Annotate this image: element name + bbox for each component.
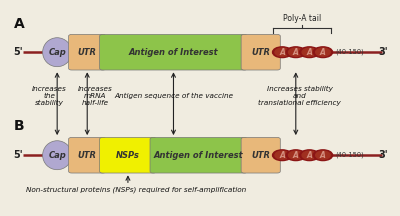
- Text: NSPs: NSPs: [116, 151, 140, 160]
- Text: A: A: [279, 48, 285, 57]
- Text: Increases stability
and
translational efficiency: Increases stability and translational ef…: [258, 86, 341, 106]
- Text: A: A: [320, 48, 326, 57]
- Ellipse shape: [43, 38, 72, 67]
- Text: A: A: [14, 17, 24, 31]
- Text: 3': 3': [378, 47, 388, 57]
- Text: A: A: [279, 151, 285, 160]
- Text: (40-150): (40-150): [335, 49, 364, 56]
- FancyBboxPatch shape: [69, 34, 106, 70]
- Text: UTR: UTR: [78, 48, 97, 57]
- Text: UTR: UTR: [251, 151, 270, 160]
- Circle shape: [313, 150, 333, 160]
- Circle shape: [272, 47, 292, 58]
- Ellipse shape: [43, 141, 72, 170]
- Circle shape: [272, 150, 292, 160]
- Circle shape: [300, 47, 319, 58]
- Text: UTR: UTR: [251, 48, 270, 57]
- Text: Antigen of Interest: Antigen of Interest: [154, 151, 244, 160]
- Circle shape: [288, 151, 303, 159]
- Circle shape: [313, 47, 333, 58]
- FancyBboxPatch shape: [241, 137, 280, 173]
- FancyBboxPatch shape: [69, 137, 106, 173]
- Circle shape: [302, 48, 317, 56]
- Text: A: A: [293, 48, 299, 57]
- Text: 5': 5': [14, 150, 23, 160]
- Text: UTR: UTR: [78, 151, 97, 160]
- Text: 3': 3': [378, 150, 388, 160]
- Text: Antigen of Interest: Antigen of Interest: [129, 48, 218, 57]
- Circle shape: [316, 48, 330, 56]
- Circle shape: [286, 47, 306, 58]
- FancyBboxPatch shape: [100, 34, 247, 70]
- Text: A: A: [306, 151, 312, 160]
- Text: A: A: [320, 151, 326, 160]
- Circle shape: [286, 150, 306, 160]
- Text: Cap: Cap: [48, 151, 66, 160]
- Text: 5': 5': [14, 47, 23, 57]
- Text: A: A: [306, 48, 312, 57]
- Text: Poly-A tail: Poly-A tail: [283, 14, 321, 23]
- Text: Antigen sequence of the vaccine: Antigen sequence of the vaccine: [114, 93, 233, 99]
- FancyBboxPatch shape: [150, 137, 247, 173]
- FancyBboxPatch shape: [100, 137, 156, 173]
- Circle shape: [302, 151, 317, 159]
- Text: Increases
the
stability: Increases the stability: [32, 86, 67, 106]
- Text: Cap: Cap: [48, 48, 66, 57]
- Circle shape: [275, 151, 290, 159]
- Circle shape: [316, 151, 330, 159]
- Circle shape: [288, 48, 303, 56]
- Text: B: B: [14, 119, 24, 133]
- Text: Increases
mRNA
half-life: Increases mRNA half-life: [78, 86, 112, 106]
- Text: A: A: [293, 151, 299, 160]
- Text: (40-150): (40-150): [335, 152, 364, 159]
- Circle shape: [275, 48, 290, 56]
- Text: Non-structural proteins (NSPs) required for self-amplification: Non-structural proteins (NSPs) required …: [26, 186, 246, 193]
- Circle shape: [300, 150, 319, 160]
- FancyBboxPatch shape: [241, 34, 280, 70]
